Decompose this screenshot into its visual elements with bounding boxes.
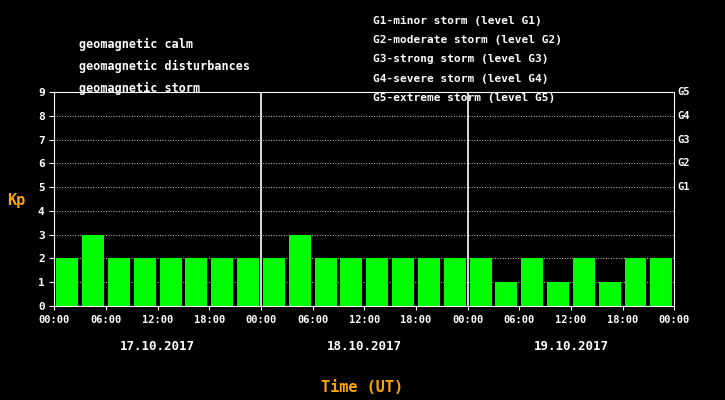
Bar [186,258,207,306]
Bar [341,258,362,306]
Text: G5: G5 [678,87,690,97]
Bar [263,258,285,306]
Bar [160,258,181,306]
Bar [82,235,104,306]
Bar [392,258,414,306]
Text: G2-moderate storm (level G2): G2-moderate storm (level G2) [373,35,563,45]
Text: 18.10.2017: 18.10.2017 [327,340,402,352]
Text: Time (UT): Time (UT) [321,380,404,396]
Text: 17.10.2017: 17.10.2017 [120,340,195,352]
Bar [366,258,388,306]
Text: geomagnetic disturbances: geomagnetic disturbances [79,60,250,72]
Bar [57,258,78,306]
Text: geomagnetic calm: geomagnetic calm [79,38,193,50]
Text: G3-strong storm (level G3): G3-strong storm (level G3) [373,54,549,64]
Bar [211,258,233,306]
Text: geomagnetic storm: geomagnetic storm [79,82,200,94]
Text: G4: G4 [678,111,690,121]
Text: G1-minor storm (level G1): G1-minor storm (level G1) [373,16,542,26]
Bar [289,235,311,306]
Bar [624,258,647,306]
Text: G1: G1 [678,182,690,192]
Bar [418,258,440,306]
Bar [444,258,465,306]
Bar [108,258,130,306]
Bar [470,258,492,306]
Bar [315,258,336,306]
Bar [495,282,518,306]
Text: G4-severe storm (level G4): G4-severe storm (level G4) [373,74,549,84]
Bar [521,258,543,306]
Bar [573,258,594,306]
Bar [599,282,621,306]
Bar [134,258,156,306]
Text: G5-extreme storm (level G5): G5-extreme storm (level G5) [373,93,555,103]
Bar [237,258,259,306]
Text: 19.10.2017: 19.10.2017 [534,340,608,352]
Text: Kp: Kp [7,192,25,208]
Bar [547,282,569,306]
Text: G2: G2 [678,158,690,168]
Bar [650,258,672,306]
Text: G3: G3 [678,134,690,144]
